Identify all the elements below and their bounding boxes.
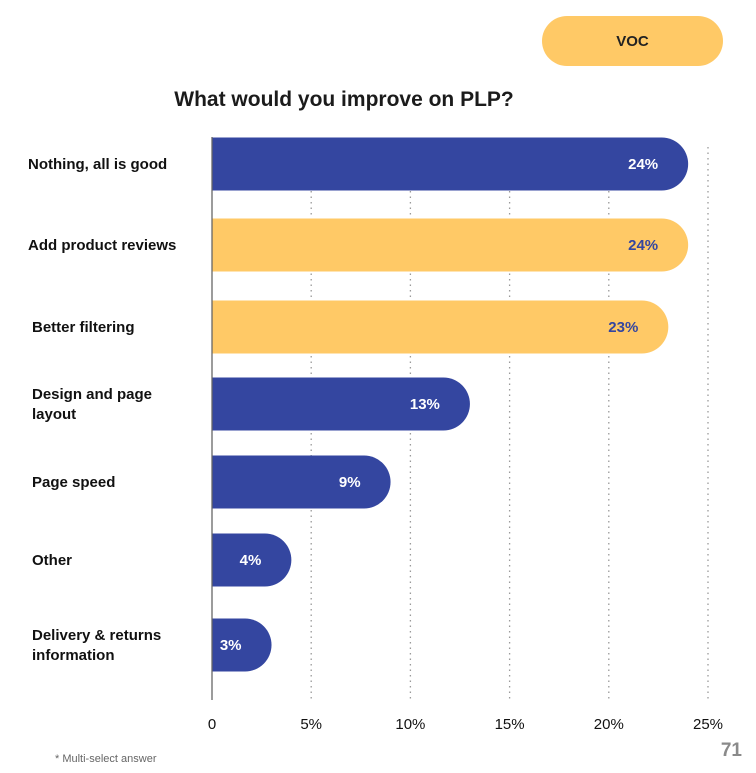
category-label-6: Delivery & returns information [32,627,161,664]
category-label-3: Design and page layout [32,386,152,423]
category-label-2: Better filtering [32,319,135,336]
category-label-line: information [32,647,115,664]
bar-4 [212,455,391,509]
x-tick-label-20: 20% [594,716,624,733]
value-label-0: 24% [628,156,658,173]
bar-6 [212,618,272,672]
x-tick-label-10: 10% [395,716,425,733]
page-number: 71 [720,740,742,761]
value-label-4: 9% [339,474,361,491]
category-label-line: Delivery & returns [32,627,161,644]
x-tick-label-25: 25% [693,716,723,733]
bar-2 [212,300,669,354]
category-label-line: Design and page [32,386,152,403]
bar-3 [212,377,470,431]
value-label-1: 24% [628,237,658,254]
bar-5 [212,533,292,587]
category-label-line: Page speed [32,474,115,491]
x-tick-label-0: 0 [208,716,216,733]
category-label-line: Add product reviews [28,237,176,254]
category-label-line: Better filtering [32,319,135,336]
category-label-line: layout [32,406,76,423]
value-label-3: 13% [410,396,440,413]
x-tick-label-15: 15% [495,716,525,733]
footnote: * Multi-select answer [55,753,157,765]
value-label-5: 4% [240,552,262,569]
bar-1 [212,218,689,272]
category-label-5: Other [32,552,72,569]
chart-title: What would you improve on PLP? [174,88,514,111]
category-label-1: Add product reviews [28,237,176,254]
category-label-0: Nothing, all is good [28,156,167,173]
voc-badge: VOC [542,16,723,66]
value-label-2: 23% [608,319,638,336]
category-label-line: Nothing, all is good [28,156,167,173]
category-label-line: Other [32,552,72,569]
category-label-4: Page speed [32,474,115,491]
bar-0 [212,137,689,191]
x-tick-label-5: 5% [300,716,322,733]
value-label-6: 3% [220,637,242,654]
